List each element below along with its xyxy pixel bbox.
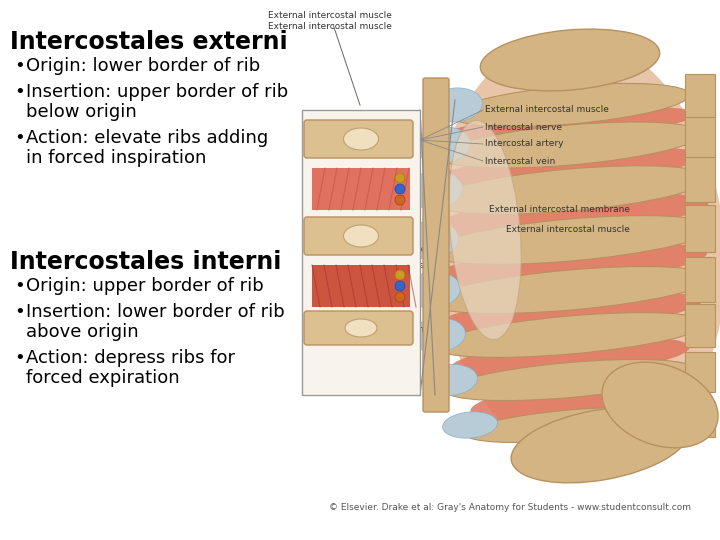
Ellipse shape bbox=[438, 292, 702, 333]
FancyBboxPatch shape bbox=[304, 120, 413, 158]
Ellipse shape bbox=[428, 88, 482, 122]
Ellipse shape bbox=[436, 147, 704, 187]
Text: •: • bbox=[14, 303, 24, 321]
Ellipse shape bbox=[465, 408, 675, 442]
Circle shape bbox=[395, 173, 405, 183]
Ellipse shape bbox=[403, 221, 459, 259]
Ellipse shape bbox=[431, 193, 708, 237]
Ellipse shape bbox=[405, 272, 461, 308]
Ellipse shape bbox=[443, 107, 697, 143]
Ellipse shape bbox=[423, 364, 477, 396]
Text: External intercostal muscle: External intercostal muscle bbox=[485, 105, 609, 114]
Text: in forced inspiration: in forced inspiration bbox=[26, 149, 207, 167]
Bar bbox=[312, 168, 410, 210]
Text: Collateral branches: Collateral branches bbox=[346, 326, 434, 334]
FancyBboxPatch shape bbox=[304, 217, 413, 255]
Text: Internal intercostal muscle: Internal intercostal muscle bbox=[305, 246, 426, 254]
Bar bbox=[685, 304, 715, 347]
FancyBboxPatch shape bbox=[423, 78, 449, 412]
Bar bbox=[685, 402, 715, 437]
Ellipse shape bbox=[433, 242, 707, 287]
Ellipse shape bbox=[443, 412, 498, 438]
Text: Insertion: upper border of rib: Insertion: upper border of rib bbox=[26, 83, 288, 101]
Ellipse shape bbox=[451, 337, 690, 378]
Text: Action: elevate ribs adding: Action: elevate ribs adding bbox=[26, 129, 269, 147]
Bar bbox=[685, 155, 715, 202]
Text: External intercostal muscle: External intercostal muscle bbox=[506, 226, 630, 234]
Text: Origin: lower border of rib: Origin: lower border of rib bbox=[26, 57, 260, 75]
Text: External intercostal muscle: External intercostal muscle bbox=[268, 22, 392, 31]
Bar bbox=[685, 352, 715, 392]
Text: •: • bbox=[14, 129, 24, 147]
Ellipse shape bbox=[602, 362, 718, 448]
Ellipse shape bbox=[446, 360, 695, 401]
Text: •: • bbox=[14, 57, 24, 75]
Text: Intercostal vein: Intercostal vein bbox=[485, 157, 555, 165]
Text: •: • bbox=[14, 83, 24, 101]
Text: above origin: above origin bbox=[26, 323, 139, 341]
Ellipse shape bbox=[470, 382, 670, 423]
Circle shape bbox=[395, 292, 405, 302]
Circle shape bbox=[395, 281, 405, 291]
Ellipse shape bbox=[438, 122, 702, 168]
Circle shape bbox=[395, 195, 405, 205]
Circle shape bbox=[395, 270, 405, 280]
Bar bbox=[685, 205, 715, 252]
Ellipse shape bbox=[433, 313, 707, 357]
Text: Insertion: lower border of rib: Insertion: lower border of rib bbox=[26, 303, 284, 321]
Ellipse shape bbox=[426, 215, 714, 265]
Ellipse shape bbox=[449, 120, 521, 340]
Bar bbox=[685, 74, 715, 117]
Text: below origin: below origin bbox=[26, 103, 137, 121]
Bar bbox=[685, 112, 715, 157]
Ellipse shape bbox=[408, 171, 462, 209]
Text: © Elsevier. Drake et al: Gray's Anatomy for Students - www.studentconsult.com: © Elsevier. Drake et al: Gray's Anatomy … bbox=[329, 503, 691, 512]
Text: Intercostal artery: Intercostal artery bbox=[485, 139, 564, 148]
Text: Intercostal nerve: Intercostal nerve bbox=[485, 123, 562, 132]
Ellipse shape bbox=[431, 166, 709, 214]
Bar bbox=[685, 257, 715, 302]
Ellipse shape bbox=[428, 267, 712, 314]
Text: Action: depress ribs for: Action: depress ribs for bbox=[26, 349, 235, 367]
Text: forced expiration: forced expiration bbox=[26, 369, 179, 387]
Text: External intercostal muscle: External intercostal muscle bbox=[268, 11, 392, 105]
Ellipse shape bbox=[343, 225, 379, 247]
Text: Intercostales interni: Intercostales interni bbox=[10, 250, 282, 274]
Ellipse shape bbox=[410, 318, 465, 352]
Bar bbox=[295, 22, 718, 520]
Ellipse shape bbox=[480, 29, 660, 91]
Text: Intercostales externi: Intercostales externi bbox=[10, 30, 287, 54]
Ellipse shape bbox=[434, 36, 720, 464]
Ellipse shape bbox=[345, 319, 377, 337]
Ellipse shape bbox=[511, 407, 689, 483]
Bar bbox=[302, 110, 420, 395]
Circle shape bbox=[395, 184, 405, 194]
Text: Innermost intercostal muscle: Innermost intercostal muscle bbox=[305, 260, 437, 269]
Text: •: • bbox=[14, 277, 24, 295]
Text: External intercostal membrane: External intercostal membrane bbox=[489, 206, 630, 214]
Text: Origin: upper border of rib: Origin: upper border of rib bbox=[26, 277, 264, 295]
Ellipse shape bbox=[415, 127, 470, 163]
Bar bbox=[312, 265, 410, 307]
Ellipse shape bbox=[451, 83, 690, 126]
Text: •: • bbox=[14, 349, 24, 367]
FancyBboxPatch shape bbox=[304, 311, 413, 345]
Ellipse shape bbox=[343, 128, 379, 150]
